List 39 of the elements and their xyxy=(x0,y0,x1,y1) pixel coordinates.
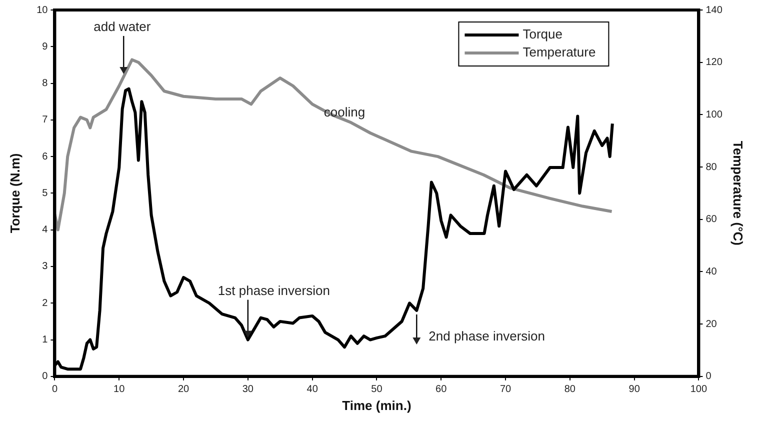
y-tick-label: 0 xyxy=(42,371,48,382)
y-tick-label: 1 xyxy=(42,334,48,346)
x-tick-label: 40 xyxy=(306,384,318,396)
annotation: 2nd phase inversion xyxy=(428,328,546,344)
y2-tick-label: 80 xyxy=(706,162,718,173)
y-tick-label: 6 xyxy=(42,151,48,162)
x-tick-label: 0 xyxy=(52,384,58,396)
x-tick-label: 30 xyxy=(242,384,254,396)
y-tick-label: 2 xyxy=(42,298,48,309)
y2-tick-label: 60 xyxy=(706,214,718,226)
x-tick-label: 90 xyxy=(628,384,640,396)
x-tick-label: 80 xyxy=(564,384,576,396)
y2-tick-label: 100 xyxy=(706,109,723,120)
y2-axis-title: Temperature (°C) xyxy=(730,140,746,246)
y2-tick-label: 140 xyxy=(706,4,723,16)
x-tick-label: 10 xyxy=(114,384,126,396)
y-tick-label: 5 xyxy=(42,188,48,199)
y-tick-label: 10 xyxy=(36,4,48,16)
x-tick-label: 60 xyxy=(436,384,448,396)
y-tick-label: 4 xyxy=(42,224,48,236)
annotation: cooling xyxy=(324,104,366,120)
x-tick-label: 100 xyxy=(690,384,708,396)
x-tick-label: 20 xyxy=(178,384,190,396)
annotation: 1st phase inversion xyxy=(218,282,330,298)
y2-tick-label: 40 xyxy=(706,266,718,278)
y-axis-title: Torque (N.m) xyxy=(7,153,22,234)
y2-tick-label: 0 xyxy=(706,371,712,382)
x-tick-label: 70 xyxy=(500,384,512,396)
y2-tick-label: 120 xyxy=(706,57,723,68)
y-tick-label: 8 xyxy=(42,78,48,90)
x-tick-label: 50 xyxy=(371,384,383,396)
y-tick-label: 9 xyxy=(42,41,48,52)
y-tick-label: 3 xyxy=(42,261,48,272)
y-tick-label: 7 xyxy=(42,114,48,126)
legend-label: Temperature xyxy=(522,44,596,60)
legend-label: Torque xyxy=(522,26,562,42)
y2-tick-label: 20 xyxy=(706,318,718,330)
x-axis-title: Time (min.) xyxy=(342,398,412,413)
annotation: add water xyxy=(94,18,152,34)
